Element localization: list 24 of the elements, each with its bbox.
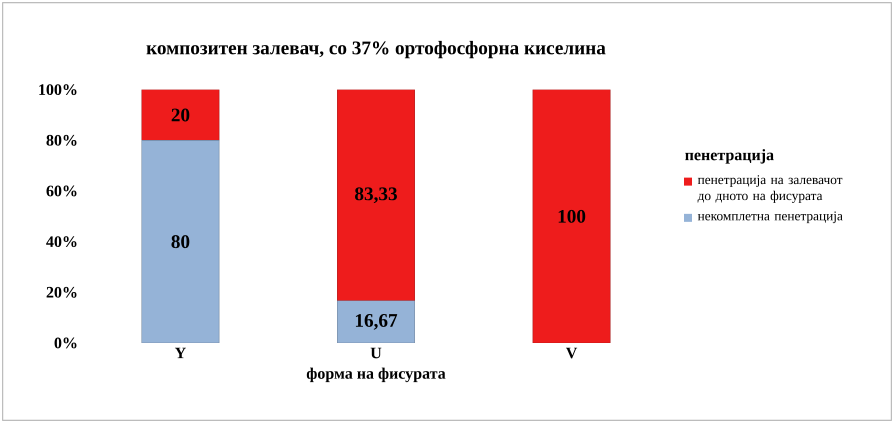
y-tick-label: 0%: [54, 338, 76, 348]
bar: [532, 90, 610, 343]
x-axis-title: форма на фисурата: [306, 368, 446, 382]
bar: [337, 90, 415, 302]
data-label: 80: [171, 235, 190, 248]
bar: [142, 90, 220, 141]
data-label: 100: [558, 210, 586, 223]
legend-label: некомплетна пенетрација: [698, 211, 843, 224]
legend-title: пенетрација: [685, 149, 774, 164]
y-tick-label: 60%: [46, 186, 76, 196]
x-tick-label: Y: [174, 348, 186, 358]
y-tick-label: 40%: [46, 236, 76, 248]
x-tick-label: V: [566, 348, 578, 358]
y-tick-label: 80%: [46, 134, 76, 146]
chart-title: композитен залевач, со 37% ортофосфорна киселина: [146, 40, 606, 58]
legend-label: пенетрација на залевачот до дното на фисурата: [698, 175, 842, 203]
data-label: 83,33: [355, 187, 397, 204]
x-tick-label: U: [370, 348, 382, 358]
bar: [142, 140, 220, 343]
y-tick-label: 20%: [46, 286, 76, 298]
data-label: 16,67: [356, 314, 398, 330]
bar: [337, 300, 415, 343]
data-label: 20: [172, 108, 190, 122]
y-tick-label: 100%: [39, 84, 76, 96]
